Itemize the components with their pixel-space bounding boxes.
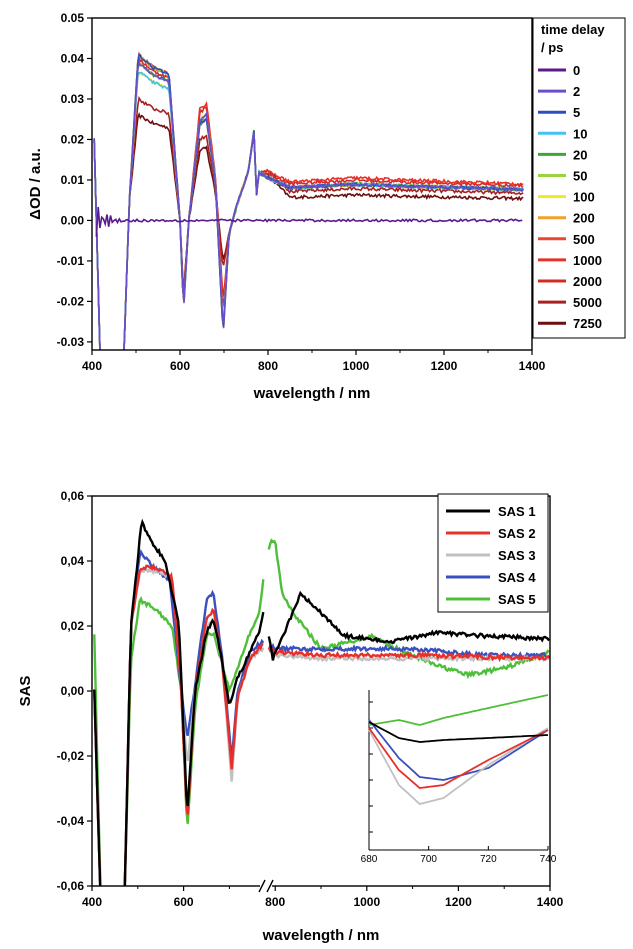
x-axis-label: wavelength / nm bbox=[262, 927, 380, 944]
x-tick-label: 1400 bbox=[537, 895, 564, 909]
y-tick-label: 0,04 bbox=[61, 554, 85, 568]
series-line-0 bbox=[95, 206, 523, 237]
legend: time delay / ps 0 2 5 10 20 50 100 200 500 1000 2000… bbox=[532, 17, 626, 339]
legend-title: time delay bbox=[541, 22, 605, 37]
legend-box bbox=[437, 493, 549, 613]
inset-line-SAS-5 bbox=[368, 694, 549, 726]
y-tick-label: -0.01 bbox=[57, 254, 85, 268]
inset-line-SAS-3 bbox=[368, 727, 549, 805]
y-tick-label: -0,06 bbox=[57, 879, 85, 893]
legend-entry-label: 10 bbox=[573, 126, 587, 141]
x-tick-label: 1200 bbox=[445, 895, 472, 909]
chart-2: 400 600 800 1000 1200 1400 -0,06 -0,04 -0,02 0,00… bbox=[17, 489, 564, 944]
y-axis-label: ΔOD / a.u. bbox=[27, 148, 44, 220]
legend-entry-label: 2 bbox=[573, 84, 580, 99]
series-lines bbox=[93, 51, 524, 350]
legend-entry-label: 2000 bbox=[573, 274, 602, 289]
x-tick-label: 800 bbox=[265, 895, 285, 909]
x-tick-label: 1400 bbox=[519, 359, 546, 373]
series-line-7250 bbox=[93, 111, 524, 350]
legend-entry-label: SAS 5 bbox=[498, 592, 536, 607]
y-tick-label: -0,04 bbox=[57, 814, 85, 828]
y-tick-label: -0,02 bbox=[57, 749, 85, 763]
legend-entry-label: 1000 bbox=[573, 253, 602, 268]
axis-break-mark bbox=[266, 879, 274, 893]
chart-1: 400 600 800 1000 1200 1400-0.03-0.02-0.010.00… bbox=[27, 11, 626, 402]
legend-entry-label: SAS 1 bbox=[498, 504, 536, 519]
x-tick-label: 1000 bbox=[343, 359, 370, 373]
legend-entry-label: 5 bbox=[573, 105, 580, 120]
y-tick-label: 0.03 bbox=[61, 92, 85, 106]
x-tick-label: 1200 bbox=[431, 359, 458, 373]
y-tick-label: 0,06 bbox=[61, 489, 85, 503]
inset-x-tick-label: 720 bbox=[480, 854, 497, 865]
plot-frame bbox=[91, 17, 533, 351]
series-line-100 bbox=[93, 71, 524, 350]
legend-entry-label: SAS 2 bbox=[498, 526, 536, 541]
y-tick-label: -0.03 bbox=[57, 335, 85, 349]
series-line-5000 bbox=[93, 95, 524, 350]
y-tick-label: 0.00 bbox=[61, 213, 85, 227]
series-lines bbox=[93, 518, 550, 886]
x-tick-label: 1000 bbox=[353, 895, 380, 909]
y-tick-label: 0,00 bbox=[61, 684, 85, 698]
inset-x-tick-label: 740 bbox=[540, 854, 557, 865]
y-tick-label: 0.02 bbox=[61, 132, 85, 146]
legend-entry-label: SAS 4 bbox=[498, 570, 536, 585]
plot-frame bbox=[91, 495, 551, 887]
series-line-2 bbox=[93, 60, 524, 350]
y-tick-label: -0.02 bbox=[57, 294, 85, 308]
legend-entry-label: 20 bbox=[573, 147, 587, 162]
legend-entry-label: SAS 3 bbox=[498, 548, 536, 563]
series-line-10 bbox=[93, 71, 524, 350]
legend-entry-label: 50 bbox=[573, 169, 587, 184]
inset-chart: 680 700 720 740 bbox=[361, 690, 557, 865]
series-line-SAS-1 bbox=[93, 518, 550, 886]
x-tick-label: 600 bbox=[174, 895, 194, 909]
inset-line-SAS-2 bbox=[368, 727, 549, 789]
inset-x-tick-label: 700 bbox=[420, 854, 437, 865]
legend-entry-label: 200 bbox=[573, 211, 595, 226]
legend-entry-label: 0 bbox=[573, 63, 580, 78]
inset-x-tick-label: 680 bbox=[361, 854, 378, 865]
y-tick-label: 0,02 bbox=[61, 619, 85, 633]
legend-entry-label: 100 bbox=[573, 190, 595, 205]
legend-entry-label: 7250 bbox=[573, 316, 602, 331]
legend-title: / ps bbox=[541, 40, 563, 55]
inset-line-SAS-1 bbox=[368, 721, 549, 743]
x-axis-label: wavelength / nm bbox=[253, 385, 371, 402]
series-line-1000 bbox=[93, 53, 524, 350]
x-tick-label: 600 bbox=[170, 359, 190, 373]
x-tick-label: 400 bbox=[82, 359, 102, 373]
legend-entry-label: 5000 bbox=[573, 295, 602, 310]
x-tick-label: 800 bbox=[258, 359, 278, 373]
axis-break-mark bbox=[258, 879, 266, 893]
y-tick-label: 0.05 bbox=[61, 11, 85, 25]
legend: SAS 1 SAS 2 SAS 3 SAS 4 SAS 5 bbox=[437, 493, 549, 613]
series-line-SAS-2 bbox=[93, 562, 550, 886]
y-tick-label: 0.01 bbox=[61, 173, 85, 187]
x-tick-label: 400 bbox=[82, 895, 102, 909]
y-axis-label: SAS bbox=[17, 676, 34, 707]
y-tick-label: 0.04 bbox=[61, 51, 85, 65]
legend-entry-label: 500 bbox=[573, 232, 595, 247]
